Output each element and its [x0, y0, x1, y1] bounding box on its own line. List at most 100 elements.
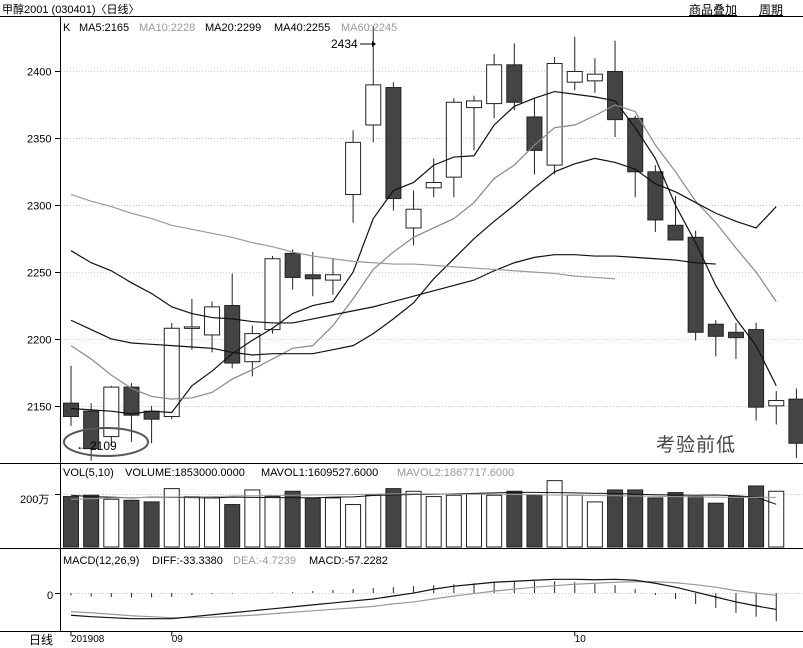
annotation-low: 2109: [90, 439, 117, 453]
candle-body: [184, 327, 199, 329]
y-tick-label: 2300: [27, 201, 51, 213]
candle-body: [467, 101, 482, 108]
legend-ma5: MA5:2165: [79, 22, 129, 34]
legend-mavol1: MAVOL1:1609527.6000: [261, 467, 378, 479]
candle-body: [708, 324, 723, 336]
volume-bar: [406, 491, 421, 547]
annotation-high: 2434: [331, 37, 358, 51]
ma-line-ma20: [71, 158, 776, 355]
volume-bar: [567, 495, 582, 547]
volume-bar: [205, 498, 220, 547]
volume-bar: [64, 497, 79, 547]
volume-bar: [487, 495, 502, 547]
candle-body: [487, 65, 502, 104]
volume-bar: [426, 497, 441, 547]
volume-bar: [265, 497, 280, 547]
legend-diff: DIFF:-33.3380: [152, 555, 223, 567]
legend-vol: VOL(5,10): [63, 467, 114, 479]
candle-body: [64, 403, 79, 416]
diff-line: [71, 579, 776, 618]
candle-body: [769, 400, 784, 405]
candle-body: [346, 142, 361, 194]
volume-bar: [587, 502, 602, 547]
legend-macd-value: MACD:-57.2282: [309, 555, 388, 567]
candle-body: [366, 85, 381, 125]
candle-body: [567, 71, 582, 82]
volume-bar: [84, 495, 99, 547]
candle-body: [325, 275, 340, 280]
volume-bar: [708, 503, 723, 547]
volume-bar: [507, 491, 522, 547]
volume-bar: [245, 490, 260, 547]
y-tick-label: 2400: [27, 67, 51, 79]
y-tick-label: 2200: [27, 335, 51, 347]
macd-axis-zero: 0: [47, 590, 53, 602]
candle-body: [285, 253, 300, 277]
y-tick-label: 2250: [27, 268, 51, 280]
volume-bar: [547, 481, 562, 547]
volume-bar: [144, 502, 159, 547]
high-arrow-head: [372, 41, 376, 47]
volume-bar: [728, 497, 743, 547]
dea-line: [71, 582, 776, 618]
volume-bar: [104, 499, 119, 547]
candle-body: [587, 74, 602, 81]
y-tick-label: 2150: [27, 402, 51, 414]
candle-body: [628, 118, 643, 171]
candle-body: [608, 71, 623, 119]
volume-bar: [386, 489, 401, 547]
date-axis: 201908 09 10: [71, 631, 586, 645]
candle-body: [265, 259, 280, 330]
annotation-low-arrow: ←: [76, 439, 88, 453]
volume-bar: [467, 494, 482, 547]
candle-body: [305, 275, 320, 279]
legend-ma40: MA40:2255: [274, 22, 330, 34]
volume-bar: [668, 493, 683, 547]
volume-bar: [225, 505, 240, 547]
volume-bar: [446, 495, 461, 547]
candle-body: [507, 65, 522, 102]
candle-body: [668, 225, 683, 240]
candlestick-series: [64, 26, 803, 461]
candle-body: [124, 387, 139, 415]
volume-bar: [769, 491, 784, 547]
legend-ma10: MA10:2228: [139, 22, 195, 34]
legend-dea: DEA:-4.7239: [233, 555, 296, 567]
volume-bar: [325, 498, 340, 547]
candle-body: [648, 172, 663, 220]
volume-bar: [305, 498, 320, 547]
x-tick-label: 10: [575, 634, 587, 645]
candle-body: [426, 182, 441, 187]
candle-body: [406, 209, 421, 228]
volume-bar: [749, 486, 764, 547]
candle-body: [205, 307, 220, 335]
volume-bar: [628, 490, 643, 547]
candle-body: [688, 237, 703, 332]
candle-body: [386, 88, 401, 199]
volume-bar: [285, 491, 300, 547]
price-axis: 2150 2200 2250 2300 2350 2400: [27, 67, 60, 414]
ma-line-ma60: [71, 195, 615, 279]
x-tick-label: 09: [172, 634, 184, 645]
volume-bar: [688, 497, 703, 547]
candle-body: [446, 102, 461, 177]
x-tick-label: 201908: [71, 634, 105, 645]
legend-ma20: MA20:2299: [205, 22, 261, 34]
volume-panel: [55, 481, 803, 547]
volume-bar: [346, 505, 361, 547]
volume-bar: [366, 495, 381, 547]
legend-mavol2: MAVOL2:1867717.6000: [397, 467, 514, 479]
legend-ma60: MA60:2245: [341, 22, 397, 34]
y-tick-label: 2350: [27, 134, 51, 146]
candle-body: [164, 328, 179, 416]
volume-bar: [124, 500, 139, 547]
candle-body: [789, 399, 803, 443]
legend-volume: VOLUME:1853000.0000: [125, 467, 245, 479]
candle-body: [728, 332, 743, 337]
legend-k: K: [63, 22, 71, 34]
volume-bar: [608, 490, 623, 547]
ma-line-ma40: [71, 251, 716, 323]
volume-bar: [527, 495, 542, 547]
volume-bar: [184, 497, 199, 547]
